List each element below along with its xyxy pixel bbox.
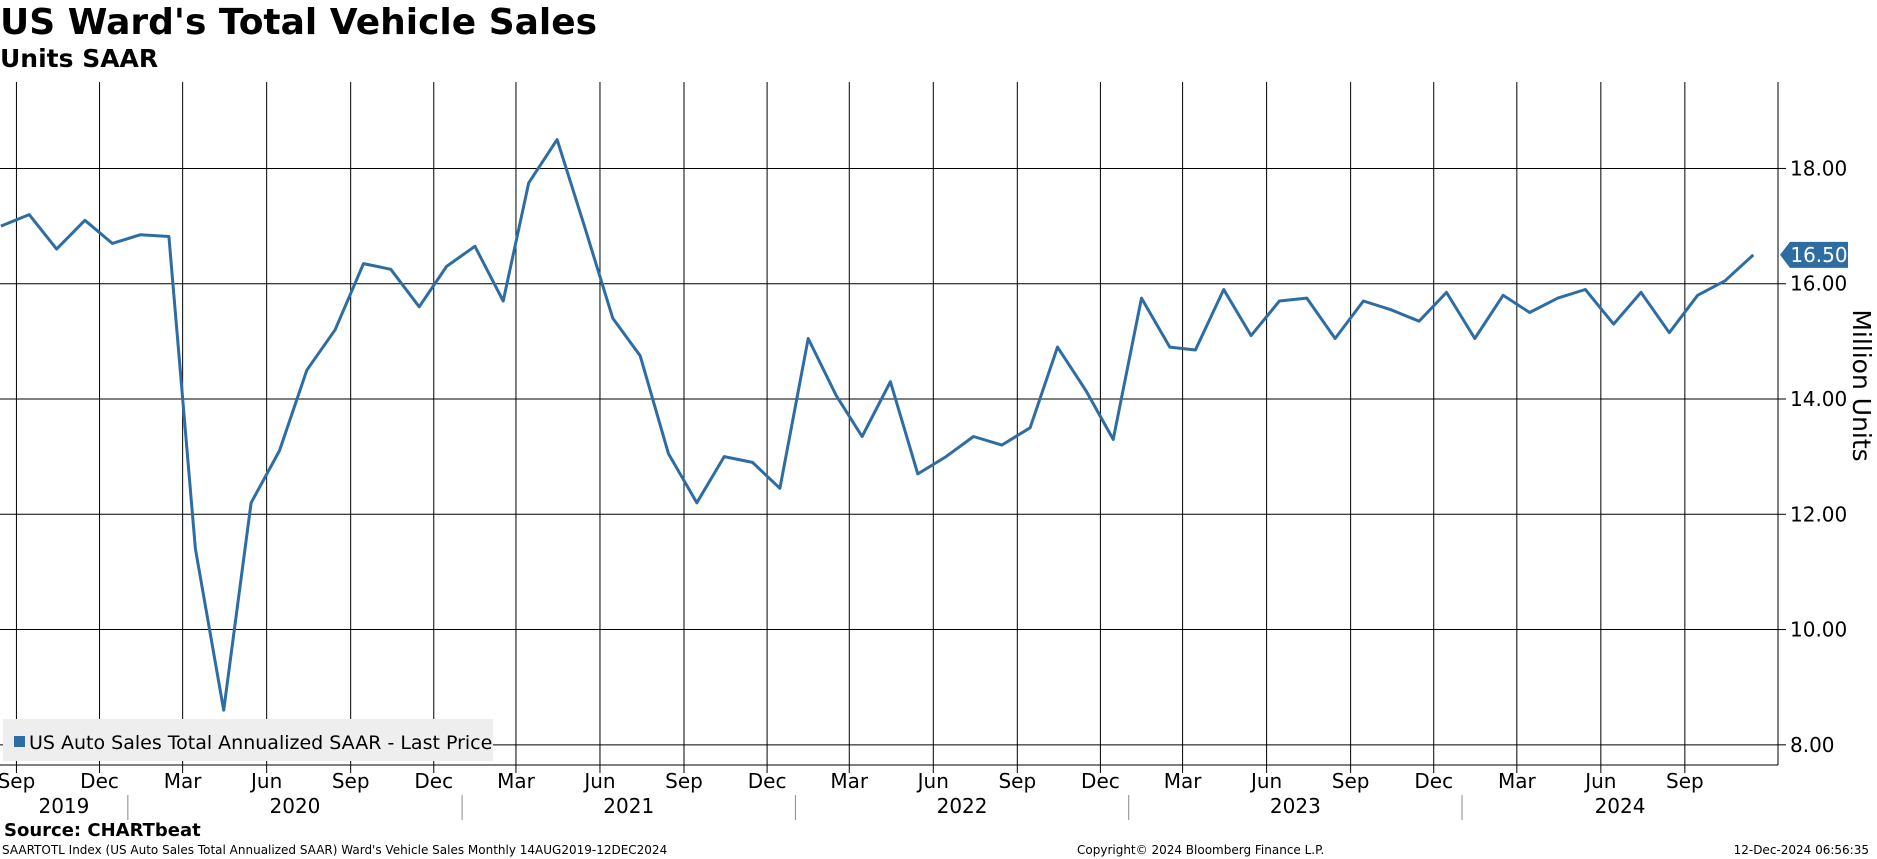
x-tick-label: Jun: [916, 769, 949, 793]
source-note: Source: CHARTbeat: [4, 820, 201, 841]
x-tick-label: Sep: [332, 769, 370, 793]
year-label: 2020: [270, 794, 321, 818]
year-label: 2023: [1270, 794, 1321, 818]
series-group: [0, 138, 1755, 712]
chart-subtitle: Units SAAR: [0, 44, 159, 73]
footer-copyright: Copyright© 2024 Bloomberg Finance L.P.: [1077, 843, 1325, 857]
x-tick-label: Dec: [1081, 769, 1120, 793]
series-line: [0, 138, 1755, 712]
x-tick-label: Sep: [998, 769, 1036, 793]
y-tick-label: 14.00: [1790, 387, 1847, 411]
x-tick-label: Jun: [1249, 769, 1282, 793]
y-tick-label: 16.00: [1790, 272, 1847, 296]
y-tick-label: 8.00: [1790, 733, 1835, 757]
axes: 8.00 10.00 12.00 14.00 16.00 18.00 Sep Dec Mar Ju…: [0, 82, 1876, 820]
x-tick-label: Mar: [164, 769, 203, 793]
x-tick-label: Mar: [497, 769, 536, 793]
legend-background: [3, 719, 493, 761]
y-tick-label: 12.00: [1790, 502, 1847, 526]
x-tick-label: Jun: [1583, 769, 1616, 793]
footer-description: SAARTOTL Index (US Auto Sales Total Annu…: [2, 843, 668, 857]
chart-title: US Ward's Total Vehicle Sales: [0, 2, 598, 43]
legend-swatch: [14, 736, 25, 747]
y-tick-label: 18.00: [1790, 156, 1847, 180]
last-value-text: 16.50: [1790, 243, 1847, 267]
x-tick-label: Dec: [80, 769, 119, 793]
x-tick-label: Jun: [582, 769, 615, 793]
year-label: 2024: [1595, 794, 1646, 818]
x-tick-label: Mar: [1164, 769, 1203, 793]
y-tick-label: 10.00: [1790, 618, 1847, 642]
x-tick-label: Dec: [1414, 769, 1453, 793]
y-axis-label: Million Units: [1847, 309, 1876, 461]
gridlines: [0, 82, 1778, 765]
last-value-marker: 16.50: [1780, 241, 1848, 268]
x-tick-label: Dec: [748, 769, 787, 793]
year-label: 2021: [603, 794, 654, 818]
x-tick-label: Jun: [249, 769, 282, 793]
footer-timestamp: 12-Dec-2024 06:56:35: [1733, 843, 1869, 857]
legend-label: US Auto Sales Total Annualized SAAR - La…: [29, 732, 492, 754]
x-tick-label: Mar: [830, 769, 869, 793]
legend: US Auto Sales Total Annualized SAAR - La…: [3, 719, 493, 761]
x-tick-label: Sep: [1666, 769, 1704, 793]
x-tick-label: Sep: [1332, 769, 1370, 793]
year-label: 2019: [38, 794, 89, 818]
x-tick-label: Dec: [414, 769, 453, 793]
x-tick-label: Sep: [665, 769, 703, 793]
x-tick-label: Sep: [0, 769, 35, 793]
x-tick-label: Mar: [1498, 769, 1537, 793]
year-label: 2022: [937, 794, 988, 818]
last-value-badge: [1780, 241, 1848, 268]
